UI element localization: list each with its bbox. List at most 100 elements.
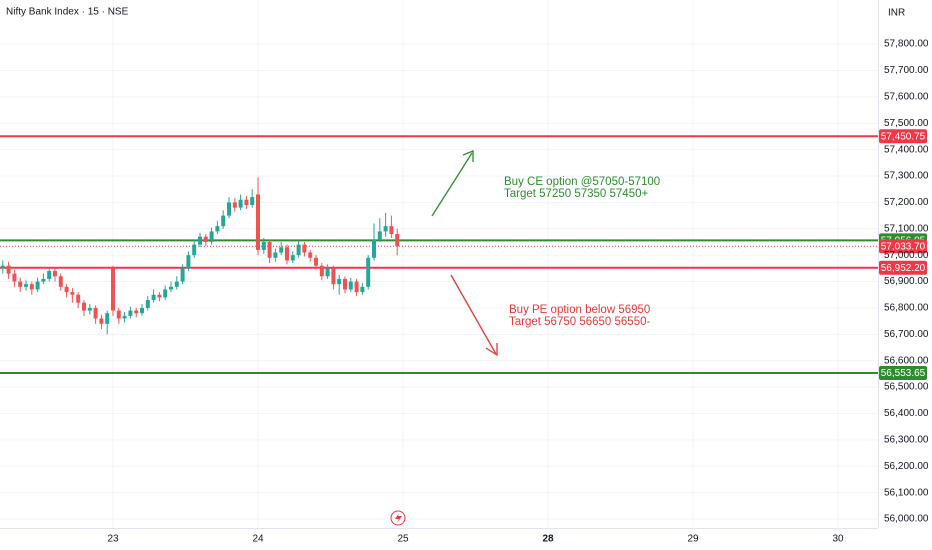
y-tick-label: 57,100.00 (884, 223, 929, 234)
candle-body (41, 278, 46, 282)
candle-body (163, 289, 168, 298)
y-tick-label: 56,000.00 (884, 514, 929, 525)
candle-body (198, 236, 202, 245)
annotation: Target 56750 56650 56550- (509, 316, 650, 328)
candle-body (261, 241, 266, 250)
candle-body (296, 244, 301, 256)
candle-body (186, 255, 191, 269)
x-tick-label: 28 (542, 534, 554, 545)
candle-body (58, 276, 63, 287)
candle-body (215, 226, 220, 232)
y-tick-label: 57,300.00 (884, 171, 929, 182)
candle-body (140, 307, 144, 314)
overlay: 57,450.7557,056.0557,033.7056,952.2056,5… (504, 129, 927, 380)
candle-body (389, 226, 394, 235)
candle-body (279, 247, 284, 253)
candle-body (302, 244, 307, 253)
candle-body (157, 294, 162, 298)
candle-body (82, 302, 86, 311)
candle-body (319, 265, 324, 277)
price-label-box (879, 365, 927, 380)
candle-body (203, 236, 208, 242)
y-tick-label: 56,600.00 (884, 355, 929, 366)
y-tick-label: 57,600.00 (884, 91, 929, 102)
candle-body (192, 244, 197, 256)
candle-body (308, 252, 313, 258)
candle-body (169, 286, 173, 290)
candle-body (267, 241, 272, 258)
candle-body (360, 286, 365, 293)
candle-body (111, 268, 115, 311)
y-tick-label: 57,000.00 (884, 250, 929, 261)
candle-body (180, 268, 185, 282)
candle-body (348, 281, 353, 290)
price-label: 57,033.70 (881, 241, 926, 252)
y-tick-label: 57,400.00 (884, 144, 929, 155)
candle-body (331, 268, 336, 285)
candle-body (325, 268, 330, 277)
price-label-box (879, 129, 927, 144)
candle-body (383, 226, 388, 232)
candle-body (64, 286, 69, 293)
candle-body (128, 310, 133, 316)
candle-body (12, 273, 17, 282)
candle-body (105, 313, 110, 324)
candle-body (337, 278, 342, 285)
candle-body (116, 310, 121, 319)
price-label: 56,553.65 (881, 368, 926, 379)
y-tick-label: 57,500.00 (884, 118, 929, 129)
price-label-box (879, 239, 927, 254)
currency: INR (888, 8, 905, 19)
x-tick-label: 23 (107, 534, 119, 545)
candle-body (343, 278, 347, 290)
price-label: 56,952.20 (881, 263, 926, 274)
annotation: Buy PE option below 56950 (509, 304, 650, 316)
candle-body (256, 194, 260, 250)
candle-body (29, 284, 34, 290)
candle-body (244, 199, 249, 206)
arrow-head (485, 343, 498, 357)
candle-body (209, 231, 214, 242)
candle-body (174, 281, 179, 287)
arrow (431, 152, 473, 217)
candle-body (53, 270, 57, 277)
levels (0, 135, 878, 374)
candle-body (93, 307, 98, 319)
y-tick-label: 57,800.00 (884, 39, 929, 50)
x-tick-label: 25 (397, 534, 409, 545)
annotation: Target 57250 57350 57450+ (504, 188, 648, 200)
candle-body (24, 284, 28, 287)
x-tick-label: 30 (832, 534, 844, 545)
candle-body (145, 300, 150, 308)
candle-body (76, 294, 81, 303)
candle-body (18, 281, 23, 287)
x-tick-label: 24 (252, 534, 264, 545)
candle-body (372, 239, 376, 258)
candle-body (273, 252, 278, 258)
y-tick-label: 56,100.00 (884, 487, 929, 498)
candle-body (366, 257, 371, 287)
y-tick-label: 56,700.00 (884, 329, 929, 340)
y-tick-label: 56,500.00 (884, 382, 929, 393)
y-tick-label: 56,200.00 (884, 461, 929, 472)
y-tick-label: 56,900.00 (884, 276, 929, 287)
candle-body (227, 202, 231, 216)
arrow (450, 274, 497, 355)
candle-body (354, 281, 359, 293)
candle-body (395, 234, 400, 247)
candle-body (0, 265, 5, 269)
candle-body (70, 292, 75, 295)
candle-body (6, 265, 11, 274)
x-tick-label: 29 (687, 534, 699, 545)
event-icon-bolt (395, 513, 402, 523)
candles (0, 177, 400, 335)
candle-body (99, 318, 104, 324)
candle-body (87, 307, 92, 311)
y-tick-label: 57,200.00 (884, 197, 929, 208)
candle-body (285, 247, 289, 261)
candle-body (35, 281, 40, 290)
y-tick-label: 56,300.00 (884, 435, 929, 446)
annotation: Buy CE option @57050-57100 (504, 176, 660, 188)
candle-body (47, 270, 52, 279)
